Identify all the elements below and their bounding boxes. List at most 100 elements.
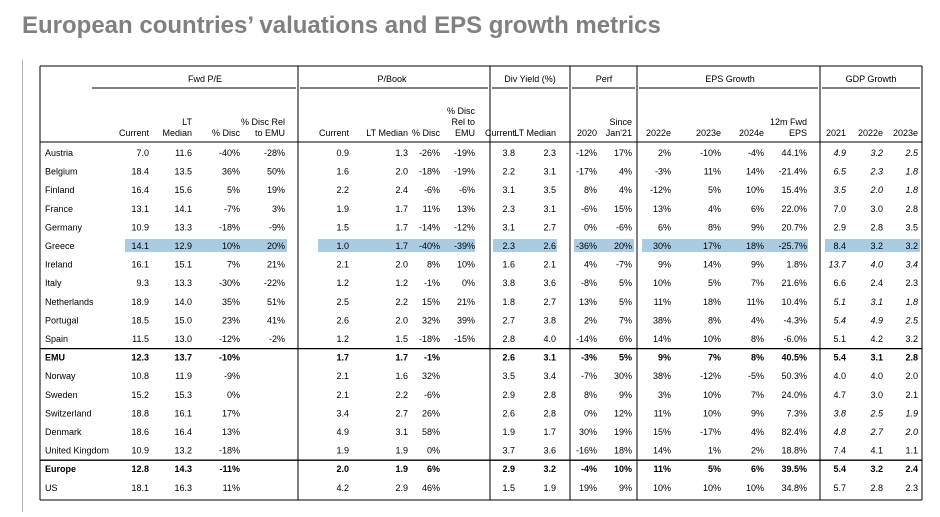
table-cell: 2% [584,315,597,325]
table-cell: 0% [427,446,440,456]
table-cell: 2.4 [395,185,408,195]
table-cell: 4% [619,167,632,177]
table-cell: 3.6 [543,446,556,456]
table-cell: 17% [222,408,240,418]
table-cell: -12% [650,185,671,195]
table-cell: -14% [419,222,440,232]
table-cell: 8% [584,390,597,400]
table-cell: -5% [748,371,764,381]
row-highlight [493,239,557,252]
table-cell: 2.6 [502,353,515,363]
table-cell: 13.2 [174,446,192,456]
table-cell: 8% [708,222,721,232]
table-cell: 3.0 [870,204,883,214]
table-cell: 7.3% [786,408,807,418]
row-label: Switzerland [45,408,92,418]
table-cell: -40% [419,241,440,251]
table-cell: -3% [581,353,597,363]
table-cell: -7% [224,204,240,214]
table-cell: 17% [703,241,721,251]
row-label: Finland [45,185,75,195]
table-cell: 2.5 [336,297,349,307]
table-cell: 12.8 [131,464,149,474]
table-cell: 1.9 [502,427,515,437]
row-label: Denmark [45,427,82,437]
table-cell: -1% [424,278,440,288]
table-cell: 1.7 [336,353,349,363]
table-cell: 16.3 [174,483,192,493]
table-cell: 8% [584,185,597,195]
table-cell: 10% [703,483,721,493]
table-cell: -19% [454,167,475,177]
table-cell: 3.1 [395,427,408,437]
table-cell: 1.2 [395,278,408,288]
table-cell: 13% [653,204,671,214]
table-cell: -28% [264,148,285,158]
table-cell: 9% [619,483,632,493]
table-cell: 15.1 [174,260,192,270]
table-cell: 2.2 [395,297,408,307]
table-cell: 5.7 [833,483,846,493]
table-cell: -17% [700,427,721,437]
table-cell: 1.0 [336,241,349,251]
table-cell: 1.6 [336,167,349,177]
table-cell: 1.9 [905,408,918,418]
table-cell: 1.5 [395,334,408,344]
table-cell: 16.4 [131,185,149,195]
group-title: Fwd P/E [188,74,222,84]
table-cell: 32% [422,371,440,381]
table-cell: 2.1 [336,260,349,270]
row-label: Ireland [45,260,73,270]
table-cell: 1.6 [395,371,408,381]
table-cell: 2.1 [905,390,918,400]
column-header: 2023e [893,128,918,138]
table-cell: 10% [703,390,721,400]
table-cell: -6% [424,390,440,400]
page-title: European countries’ valuations and EPS g… [22,12,661,39]
table-cell: 12% [614,408,632,418]
row-label: Belgium [45,167,78,177]
table-cell: 11.9 [175,371,192,381]
table-cell: 8% [427,260,440,270]
table-cell: 13% [457,204,475,214]
table-cell: 3.8 [543,315,556,325]
table-cell: 11% [223,483,240,493]
table-cell: 13.3 [174,278,192,288]
table-cell: 4.8 [833,427,846,437]
table-cell: -30% [219,278,240,288]
table-cell: 11% [704,167,721,177]
table-cell: 1.9 [543,483,556,493]
table-cell: 15.6 [174,185,192,195]
table-cell: 3.4 [543,371,556,381]
table-cell: 10% [746,185,764,195]
table-cell: 2.3 [905,483,918,493]
table-cell: 38% [653,315,671,325]
table-cell: 17% [614,148,632,158]
table-cell: 6% [751,204,764,214]
column-header: % Disc Rel [241,117,285,127]
left-margin-rule [22,60,23,512]
column-header: Current [119,128,150,138]
table-cell: 5% [708,185,721,195]
table-cell: 1.7 [395,353,408,363]
table-cell: -25.7% [778,241,807,251]
table-cell: 4.9 [870,315,883,325]
table-cell: 2.3 [869,167,883,177]
table-cell: 2.6 [502,408,515,418]
table-cell: 2.2 [395,390,408,400]
table-cell: -18% [419,334,440,344]
table-cell: 32% [422,315,440,325]
table-cell: 16.1 [174,408,192,418]
table-cell: 4.7 [833,390,846,400]
table-cell: 5.4 [833,315,846,325]
table-cell: -7% [581,371,597,381]
row-label: Norway [45,371,76,381]
table-cell: 2.9 [502,390,515,400]
row-label: Italy [45,278,62,288]
table-cell: 9% [751,260,764,270]
group-title: P/Book [377,74,407,84]
column-header: to EMU [255,128,285,138]
table-cell: 2.0 [336,464,349,474]
table-cell: 10% [614,464,632,474]
table-cell: 9% [658,353,671,363]
